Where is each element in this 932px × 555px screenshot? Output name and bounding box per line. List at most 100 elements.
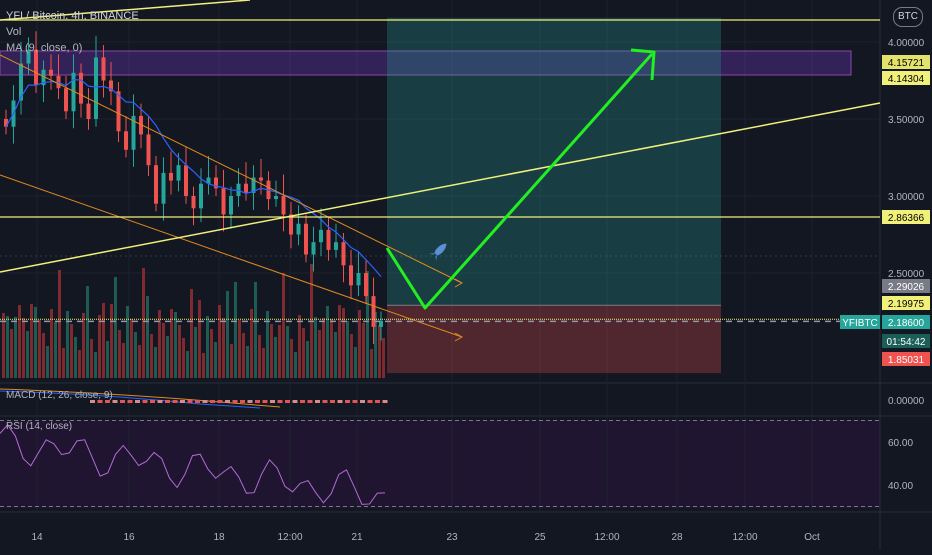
currency-label: BTC (898, 11, 918, 22)
price-label-text: 1.85031 (888, 355, 925, 366)
price-label-text: 2.19975 (888, 299, 925, 310)
macd-legend[interactable]: MACD (12, 26, close, 9) (6, 390, 113, 401)
symbol-title[interactable]: YFI / Bitcoin, 4h, BINANCE (6, 10, 139, 22)
candle-body (229, 196, 233, 215)
currency-badge[interactable]: BTC (893, 7, 923, 27)
rsi-tick-label: 60.00 (888, 438, 913, 449)
volume-bar (102, 303, 105, 378)
candle-body (334, 242, 338, 250)
candle-body (199, 183, 203, 209)
candle-body (41, 69, 46, 86)
ma-legend[interactable]: MA (9, close, 0) (6, 42, 82, 55)
candle-body (79, 72, 83, 104)
macd-histogram-bar (352, 400, 358, 403)
volume-bar (206, 316, 209, 378)
candle-body (94, 57, 98, 119)
macd-histogram-bar (292, 400, 298, 403)
macd-histogram-bar (172, 400, 178, 403)
candle-body (214, 177, 218, 189)
volume-bar (150, 334, 153, 378)
rsi-legend[interactable]: RSI (14, close) (6, 421, 72, 432)
volume-bar (98, 315, 101, 378)
volume-bar (186, 351, 189, 378)
candle-body (274, 196, 278, 200)
time-tick-label: 12:00 (277, 532, 302, 543)
volume-bar (326, 306, 329, 378)
volume-bar (338, 305, 341, 378)
time-tick-label: Oct (804, 532, 820, 543)
trendline-upper (0, 0, 251, 21)
rsi-tick-label: 40.00 (888, 481, 913, 492)
candle-body (176, 165, 181, 181)
volume-bar (346, 321, 349, 378)
volume-bar (10, 329, 13, 378)
volume-bar (78, 350, 81, 378)
candle-body (244, 183, 248, 193)
macd-histogram-bar (202, 400, 208, 403)
macd-histogram-bar (165, 400, 170, 403)
time-tick-label: 21 (351, 532, 363, 543)
candle-body (116, 91, 121, 132)
macd-histogram-bar (225, 400, 230, 403)
macd-histogram-bar (157, 400, 163, 403)
volume-bar (282, 273, 285, 378)
volume-bar (366, 271, 369, 378)
price-label-text: 4.14304 (888, 74, 925, 85)
volume-bar (82, 313, 85, 378)
volume-bar (274, 337, 277, 378)
rsi-label: RSI (14, close) (6, 421, 73, 432)
candle-body (49, 69, 53, 76)
macd-tick-label: 0.00000 (888, 396, 925, 407)
macd-histogram-bar (180, 400, 185, 403)
time-tick-label: 14 (31, 532, 43, 543)
candle-body (86, 103, 91, 119)
volume-bar (122, 343, 125, 378)
candle-body (64, 88, 68, 112)
candle-body (304, 223, 308, 255)
volume-bar (138, 345, 141, 378)
macd-histogram-bar (270, 400, 275, 403)
volume-bar (290, 339, 293, 378)
macd-label: MACD (12, 26, close, 9) (6, 390, 113, 401)
volume-bar (278, 325, 281, 378)
volume-bar (194, 327, 197, 378)
volume-bar (354, 347, 357, 378)
volume-bar (242, 333, 245, 378)
price-label-box (882, 296, 930, 310)
volume-bar (86, 286, 89, 378)
macd-histogram-bar (105, 400, 110, 403)
volume-bar (358, 310, 361, 378)
candle-body (221, 188, 226, 215)
volume-bar (118, 330, 121, 378)
price-label-box (882, 315, 930, 329)
volume-bar (166, 336, 169, 378)
volume-bar (70, 324, 73, 378)
volume-legend[interactable]: Vol (6, 26, 21, 39)
symbol-legend[interactable]: YFI / Bitcoin, 4h, BINANCE (6, 10, 139, 23)
volume-bar (42, 333, 45, 378)
volume-bar (250, 309, 253, 378)
macd-histogram-bar (187, 400, 193, 403)
candle-body (34, 49, 38, 86)
time-tick-label: 12:00 (594, 532, 619, 543)
volume-bar (22, 318, 25, 378)
resistance-zone (0, 50, 852, 76)
volume-bar (30, 304, 33, 378)
volume-label[interactable]: Vol (6, 26, 22, 38)
macd-histogram-bar (300, 400, 305, 403)
channel-arrowhead (454, 332, 464, 342)
candle-body (206, 177, 211, 184)
candle-body (184, 165, 188, 196)
volume-bar (50, 309, 53, 378)
volume-bar (6, 316, 9, 378)
macd-histogram-bar (127, 400, 133, 403)
volume-bar (114, 277, 117, 378)
ma-label[interactable]: MA (9, close, 0) (6, 42, 83, 54)
volume-bar (298, 315, 301, 378)
macd-histogram-bar (322, 400, 328, 403)
projection-arrowhead (630, 48, 656, 81)
macd-histogram-bar (195, 400, 200, 403)
volume-bar (374, 312, 377, 378)
